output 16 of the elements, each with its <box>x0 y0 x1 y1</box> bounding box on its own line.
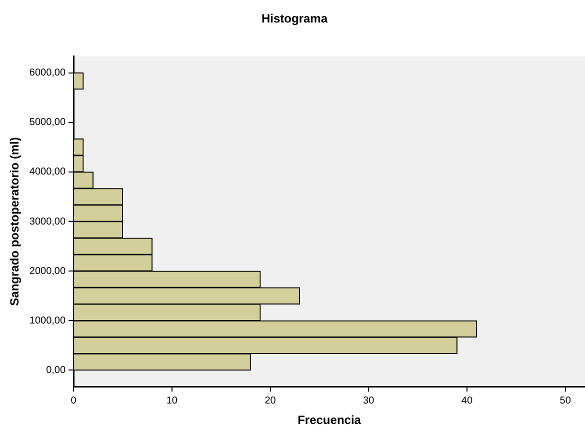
y-tick-label: 4000,00 <box>29 166 66 178</box>
x-axis-title: Frecuencia <box>298 413 362 428</box>
x-tick-label: 20 <box>264 395 276 406</box>
y-tick-label: 6000,00 <box>29 68 66 79</box>
y-tick-label: 5000,00 <box>29 117 66 128</box>
chart-title: Histograma <box>261 12 328 26</box>
y-tick-label: 1000,00 <box>29 315 66 326</box>
y-tick-label: 3000,00 <box>29 216 66 228</box>
x-tick-label: 30 <box>363 395 375 406</box>
y-tick-label: 2000,00 <box>29 266 66 277</box>
x-tick-label: 40 <box>461 395 473 406</box>
y-axis-title: Sangrado postoperatorio (ml) <box>8 137 22 306</box>
x-tick-label: 50 <box>560 395 572 406</box>
x-tick-label: 10 <box>166 395 178 406</box>
x-tick-label: 0 <box>70 395 77 406</box>
y-tick-label: 0,00 <box>46 364 66 376</box>
